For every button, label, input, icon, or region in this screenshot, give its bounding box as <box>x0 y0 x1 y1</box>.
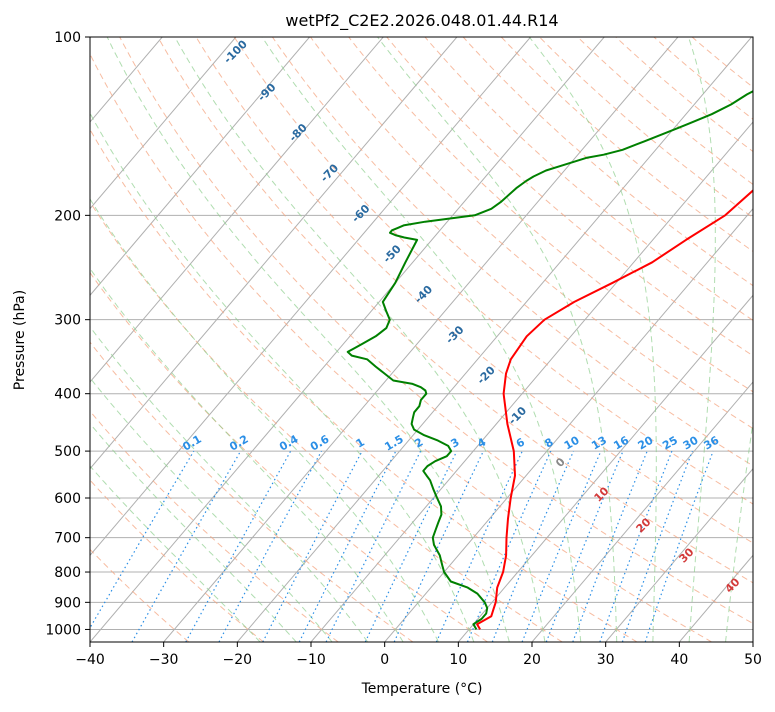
x-tick-label-40: 40 <box>670 652 688 668</box>
y-tick-label-1000: 1000 <box>45 622 81 638</box>
y-tick-label-400: 400 <box>54 387 81 403</box>
x-tick-label-0: 0 <box>380 652 389 668</box>
x-tick-label--20: −20 <box>223 652 253 668</box>
x-tick-label--40: −40 <box>75 652 105 668</box>
x-tick-label-10: 10 <box>449 652 467 668</box>
y-tick-label-700: 700 <box>54 531 81 547</box>
y-tick-label-500: 500 <box>54 444 81 460</box>
x-tick-label-30: 30 <box>597 652 615 668</box>
x-tick-label-50: 50 <box>744 652 762 668</box>
x-tick-label--10: −10 <box>296 652 326 668</box>
x-tick-label--30: −30 <box>149 652 179 668</box>
y-tick-label-200: 200 <box>54 208 81 224</box>
y-tick-label-300: 300 <box>54 313 81 329</box>
x-axis-label: Temperature (°C) <box>361 681 483 697</box>
x-tick-label-20: 20 <box>523 652 541 668</box>
y-tick-label-600: 600 <box>54 491 81 507</box>
y-axis-label: Pressure (hPa) <box>12 290 28 390</box>
y-tick-label-100: 100 <box>54 30 81 46</box>
chart-title: wetPf2_C2E2.2026.048.01.44.R14 <box>285 11 558 31</box>
y-tick-label-800: 800 <box>54 565 81 581</box>
plot-area <box>90 37 753 642</box>
y-tick-label-900: 900 <box>54 595 81 611</box>
